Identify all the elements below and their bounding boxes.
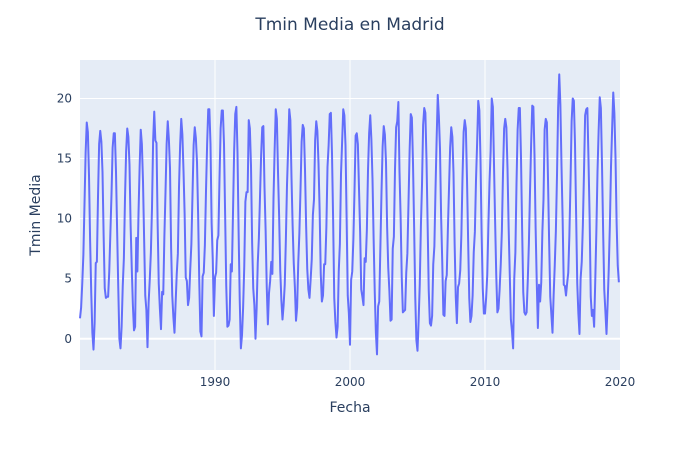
y-tick-label: 5 [64, 272, 72, 286]
x-axis-title: Fecha [329, 400, 370, 416]
y-tick-label: 0 [64, 332, 72, 346]
y-axis-title: Tmin Media [28, 174, 44, 256]
tick-labels: 0 5 10 15 20 1990 2000 2010 2020 [57, 91, 636, 389]
x-tick-label: 2010 [470, 375, 501, 389]
chart-title: Tmin Media en Madrid [254, 15, 444, 35]
x-tick-label: 1990 [200, 375, 231, 389]
series-line [79, 73, 620, 356]
x-tick-label: 2000 [335, 375, 366, 389]
x-tick-label: 2020 [605, 375, 636, 389]
y-tick-label: 10 [57, 212, 72, 226]
y-tick-label: 20 [57, 91, 72, 105]
series-layer [79, 73, 620, 356]
y-tick-label: 15 [57, 152, 72, 166]
